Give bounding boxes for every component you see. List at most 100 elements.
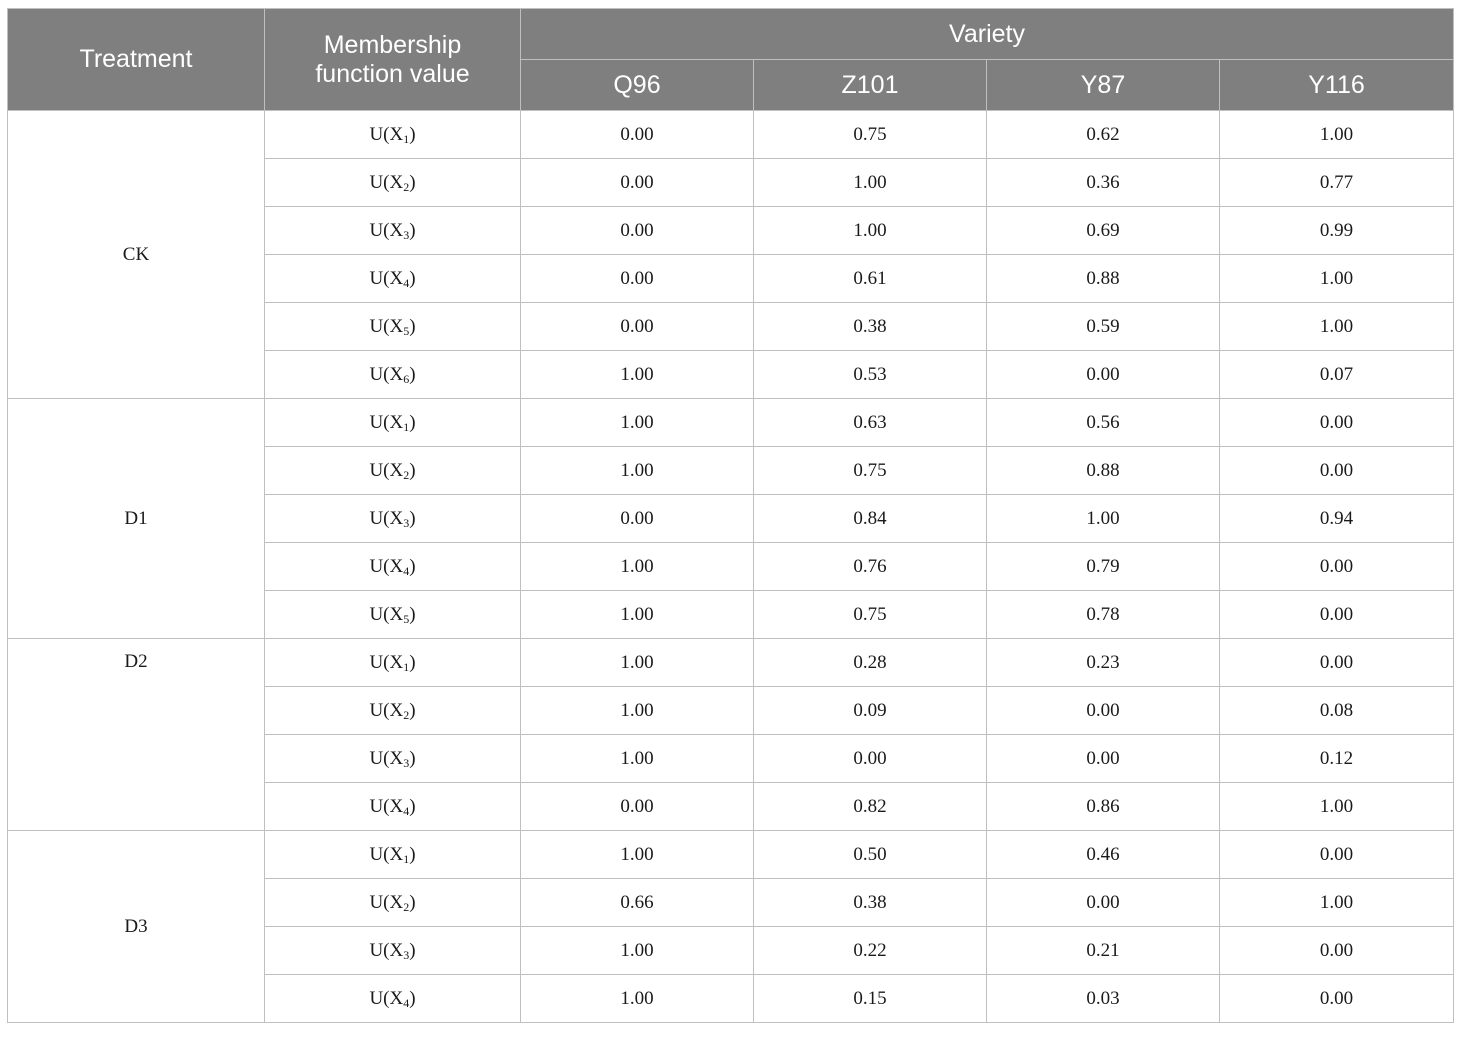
table-row: U(X4) 0.00 0.61 0.88 1.00 xyxy=(8,254,1455,303)
variable-subscript: 2 xyxy=(403,467,410,482)
value-cell: 0.88 xyxy=(986,254,1220,303)
value-cell: 1.00 xyxy=(520,350,754,399)
variable-subscript: 1 xyxy=(403,419,410,434)
variable-symbol: X xyxy=(389,267,404,289)
treatment-cell: D3 xyxy=(7,830,265,1023)
value-cell: 0.75 xyxy=(753,110,987,159)
header-treatment: Treatment xyxy=(7,8,265,111)
value-cell: 0.00 xyxy=(520,254,754,303)
header-membership: Membership function value xyxy=(264,8,521,111)
variety-header-row: Q96 Z101 Y87 Y116 xyxy=(8,59,1455,111)
variable-symbol: X xyxy=(389,507,404,529)
value-cell: 0.23 xyxy=(986,638,1220,687)
table-row: CK U(X1) 0.00 0.75 0.62 1.00 xyxy=(7,110,1455,399)
membership-cell: U(X4) xyxy=(264,254,521,303)
value-cell: 1.00 xyxy=(520,398,754,447)
value-cell: 1.00 xyxy=(520,590,754,639)
header-variety-y87: Y87 xyxy=(986,59,1220,111)
value-cell: 0.66 xyxy=(520,878,754,927)
value-cell: 0.21 xyxy=(986,926,1220,975)
table-row: D1 U(X1) 1.00 0.63 0.56 0.00 xyxy=(7,398,1455,639)
value-cell: 0.77 xyxy=(1218,158,1455,207)
value-cell: 1.00 xyxy=(753,158,987,207)
value-cell: 1.00 xyxy=(520,926,754,975)
variable-subscript: 1 xyxy=(403,659,410,674)
treatment-cell: CK xyxy=(7,110,265,399)
variable-symbol: X xyxy=(389,363,404,385)
variable-symbol: X xyxy=(389,555,404,577)
value-cell: 1.00 xyxy=(520,638,754,687)
value-cell: 1.00 xyxy=(1218,254,1455,303)
table-row: U(X2) 1.00 0.75 0.88 0.00 xyxy=(8,446,1455,495)
variable-symbol: X xyxy=(389,795,404,817)
value-cell: 0.76 xyxy=(753,542,987,591)
value-cell: 1.00 xyxy=(520,734,754,783)
table-row: U(X2) 0.66 0.38 0.00 1.00 xyxy=(8,878,1455,927)
variable-subscript: 5 xyxy=(403,611,410,626)
membership-cell: U(X1) xyxy=(264,830,521,879)
value-cell: 1.00 xyxy=(520,974,754,1023)
treatment-cell: D1 xyxy=(7,398,265,639)
value-cell: 0.56 xyxy=(986,398,1220,447)
value-cell: 0.00 xyxy=(1218,590,1455,639)
value-cell: 0.00 xyxy=(1218,398,1455,447)
value-cell: 0.15 xyxy=(753,974,987,1023)
value-cell: 1.00 xyxy=(1218,782,1455,831)
value-cell: 0.08 xyxy=(1218,686,1455,735)
value-cell: 0.75 xyxy=(753,590,987,639)
value-cell: 0.03 xyxy=(986,974,1220,1023)
value-cell: 0.00 xyxy=(753,734,987,783)
membership-cell: U(X3) xyxy=(264,206,521,255)
variable-subscript: 2 xyxy=(403,899,410,914)
value-cell: 0.53 xyxy=(753,350,987,399)
value-cell: 1.00 xyxy=(1218,878,1455,927)
membership-cell: U(X5) xyxy=(264,302,521,351)
variable-subscript: 6 xyxy=(403,371,410,386)
value-cell: 0.00 xyxy=(1218,926,1455,975)
membership-cell: U(X6) xyxy=(264,350,521,399)
value-cell: 0.00 xyxy=(1218,830,1455,879)
value-cell: 0.09 xyxy=(753,686,987,735)
table-row: D2 U(X1) 1.00 0.28 0.23 0.00 xyxy=(7,638,1455,831)
membership-cell: U(X4) xyxy=(264,542,521,591)
value-cell: 0.86 xyxy=(986,782,1220,831)
variable-subscript: 4 xyxy=(403,803,410,818)
variable-subscript: 3 xyxy=(403,755,410,770)
variable-subscript: 4 xyxy=(403,563,410,578)
value-cell: 0.00 xyxy=(520,494,754,543)
variable-symbol: X xyxy=(389,939,404,961)
value-cell: 1.00 xyxy=(1218,302,1455,351)
value-cell: 1.00 xyxy=(1218,110,1455,159)
table-row: U(X5) 1.00 0.75 0.78 0.00 xyxy=(8,590,1455,639)
variable-subscript: 1 xyxy=(403,851,410,866)
value-cell: 0.22 xyxy=(753,926,987,975)
value-cell: 0.07 xyxy=(1218,350,1455,399)
header-row: Treatment Membership function value Vari… xyxy=(7,8,1455,111)
value-cell: 0.59 xyxy=(986,302,1220,351)
value-cell: 0.99 xyxy=(1218,206,1455,255)
value-cell: 1.00 xyxy=(520,446,754,495)
value-cell: 0.62 xyxy=(986,110,1220,159)
value-cell: 0.00 xyxy=(520,206,754,255)
membership-cell: U(X1) xyxy=(264,110,521,159)
header-variety-y116: Y116 xyxy=(1218,59,1455,111)
variable-subscript: 3 xyxy=(403,227,410,242)
value-cell: 0.00 xyxy=(986,686,1220,735)
value-cell: 0.00 xyxy=(520,782,754,831)
membership-cell: U(X4) xyxy=(264,782,521,831)
variable-symbol: X xyxy=(389,747,404,769)
value-cell: 0.63 xyxy=(753,398,987,447)
membership-cell: U(X3) xyxy=(264,926,521,975)
table-row: U(X2) 1.00 0.09 0.00 0.08 xyxy=(8,686,1455,735)
value-cell: 0.00 xyxy=(1218,446,1455,495)
variable-symbol: X xyxy=(389,315,404,337)
value-cell: 1.00 xyxy=(986,494,1220,543)
value-cell: 0.00 xyxy=(1218,638,1455,687)
value-cell: 0.75 xyxy=(753,446,987,495)
table-row: U(X3) 0.00 1.00 0.69 0.99 xyxy=(8,206,1455,255)
membership-table: Treatment Membership function value Vari… xyxy=(7,8,1455,1023)
variable-subscript: 2 xyxy=(403,707,410,722)
variable-symbol: X xyxy=(389,891,404,913)
table-row: U(X4) 1.00 0.76 0.79 0.00 xyxy=(8,542,1455,591)
value-cell: 0.82 xyxy=(753,782,987,831)
